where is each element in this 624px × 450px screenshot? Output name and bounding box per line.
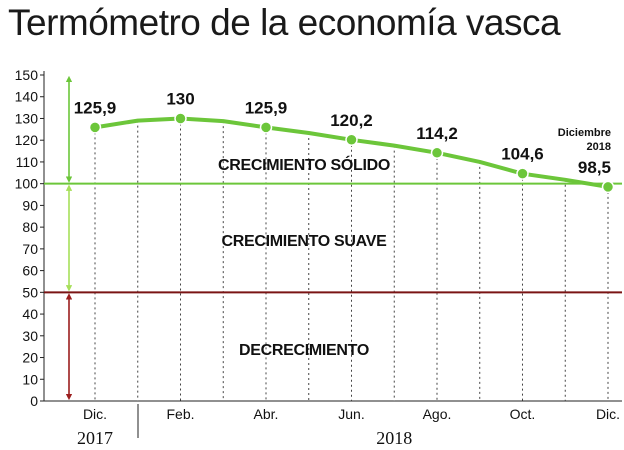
y-tick-label: 80	[22, 219, 38, 235]
y-tick-label: 50	[22, 284, 38, 300]
year-label: 2017	[77, 428, 113, 448]
data-label: 98,5	[578, 158, 611, 177]
data-label: 120,2	[330, 111, 373, 130]
y-tick-label: 100	[15, 176, 39, 192]
y-tick-label: 10	[22, 371, 38, 387]
y-tick-label: 70	[22, 241, 38, 257]
y-tick-label: 130	[15, 110, 39, 126]
x-tick-label: Jun.	[338, 406, 364, 422]
zone-label: CRECIMIENTO SUAVE	[222, 233, 388, 250]
data-label: 114,2	[416, 124, 458, 143]
data-point	[88, 121, 102, 134]
x-tick-label: Feb.	[166, 406, 194, 422]
annotation-line2: 2018	[587, 141, 611, 153]
y-tick-label: 90	[22, 197, 38, 213]
y-tick-label: 20	[22, 350, 38, 366]
x-tick-label: Abr.	[254, 406, 279, 422]
data-label: 125,9	[74, 98, 117, 117]
x-tick-label: Dic.	[596, 406, 620, 422]
x-tick-label: Dic.	[83, 406, 107, 422]
x-tick-label: Ago.	[423, 406, 452, 422]
data-point	[259, 121, 273, 134]
y-tick-label: 0	[30, 393, 38, 409]
y-tick-label: 110	[16, 154, 39, 170]
annotation-line1: Diciembre	[558, 127, 611, 139]
data-label: 130	[166, 89, 194, 108]
data-label: 125,9	[245, 98, 288, 117]
zone-label: DECRECIMIENTO	[239, 342, 369, 359]
y-tick-label: 120	[15, 132, 39, 148]
year-label: 2018	[376, 428, 412, 448]
data-point	[345, 133, 358, 147]
x-tick-label: Oct.	[510, 406, 536, 422]
y-tick-label: 30	[22, 328, 38, 344]
y-tick-label: 150	[15, 67, 39, 83]
y-tick-label: 60	[22, 263, 38, 279]
data-point	[430, 146, 444, 160]
data-point	[174, 112, 187, 125]
chart-title: Termómetro de la economía vasca	[8, 2, 561, 43]
y-tick-label: 140	[15, 89, 39, 105]
data-point	[601, 180, 615, 194]
data-label: 104,6	[501, 145, 544, 164]
data-point	[516, 167, 529, 180]
zone-label: CRECIMIENTO SÓLIDO	[218, 155, 390, 174]
y-tick-label: 40	[22, 306, 38, 322]
